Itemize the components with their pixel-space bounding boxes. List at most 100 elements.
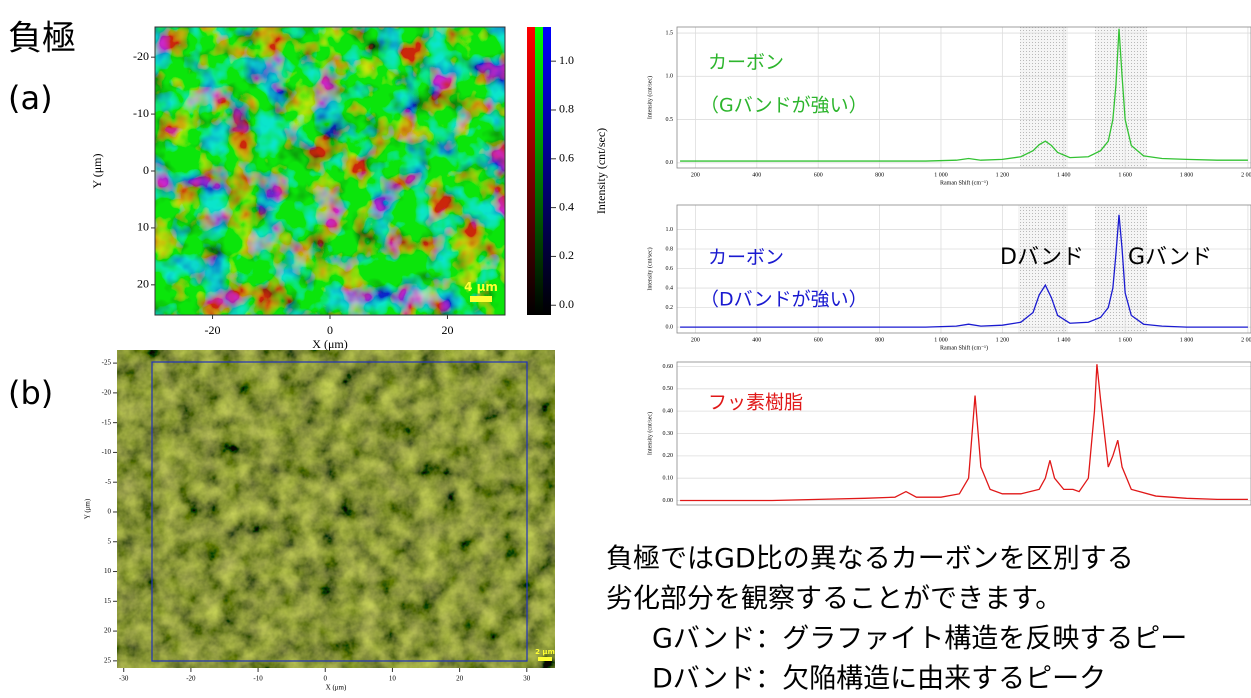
x-tick-label: 1 200 <box>996 337 1010 343</box>
x-tick-label: 1 000 <box>934 337 948 343</box>
x-tick-label: -20 <box>186 675 196 683</box>
y-tick-label: 0.0 <box>666 325 674 331</box>
y-tick-label: 0.8 <box>666 246 674 252</box>
x-tick-label: 1 600 <box>1118 337 1132 343</box>
x-tick-label: 0 <box>327 323 333 337</box>
x-axis-label: Raman Shift (cm⁻¹) <box>940 179 988 186</box>
x-tick-label: 800 <box>875 337 884 343</box>
x-tick-label: 400 <box>752 172 761 178</box>
x-tick-label: 1 000 <box>934 172 948 178</box>
y-tick-label: 1.5 <box>666 30 674 36</box>
scale-bar-label: 2 μm <box>535 648 555 656</box>
x-tick-label: 30 <box>523 675 531 683</box>
annotation: Dバンド <box>1000 245 1084 270</box>
x-tick-label: 2 000 <box>1241 337 1251 343</box>
y-tick-label: 5 <box>108 537 112 545</box>
x-tick-label: 1 400 <box>1057 337 1071 343</box>
y-tick-label: -20 <box>102 388 112 396</box>
colorbar-tick-label: 0.0 <box>559 297 574 311</box>
raman-map-texture <box>155 27 505 315</box>
band-highlight <box>1095 27 1147 168</box>
x-tick-label: 200 <box>691 172 700 178</box>
y-tick-label: 20 <box>137 277 149 291</box>
x-tick-label: -30 <box>119 675 129 683</box>
y-tick-label: 0.0 <box>666 160 674 166</box>
heading: 負極 <box>8 19 76 59</box>
x-tick-label: 1 800 <box>1180 337 1194 343</box>
y-tick-label: -20 <box>133 49 149 63</box>
y-axis-label: Intensity (cnt/sec) <box>646 412 653 455</box>
scale-bar <box>538 657 552 661</box>
x-tick-label: 600 <box>814 337 823 343</box>
x-tick-label: 20 <box>441 323 453 337</box>
colorbar <box>543 27 551 315</box>
y-tick-label: -15 <box>102 418 112 426</box>
y-tick-label: 20 <box>104 627 112 635</box>
y-tick-label: 0.50 <box>663 386 674 392</box>
y-tick-label: -10 <box>102 448 112 456</box>
x-tick-label: 1 400 <box>1057 172 1071 178</box>
annotation: （Dバンドが強い） <box>700 289 868 311</box>
x-tick-label: 1 800 <box>1180 172 1194 178</box>
y-tick-label: 10 <box>104 567 112 575</box>
x-tick-label: -10 <box>253 675 263 683</box>
x-axis-label: X (μm) <box>312 337 347 351</box>
annotation: カーボン <box>708 52 784 74</box>
x-tick-label: 600 <box>814 172 823 178</box>
x-tick-label: 1 600 <box>1118 172 1132 178</box>
y-tick-label: 0.00 <box>663 498 674 504</box>
colorbar-tick-label: 0.2 <box>559 248 574 262</box>
x-tick-label: 20 <box>456 675 464 683</box>
y-axis-label: Intensity (cnt/sec) <box>646 76 653 119</box>
x-tick-label: 800 <box>875 172 884 178</box>
y-tick-label: 0 <box>143 163 149 177</box>
annotation: （Gバンドが強い） <box>700 95 868 117</box>
panel-label: (b) <box>8 374 53 412</box>
slide: 負極 (a) (b) 負極ではGD比の異なるカーボンを区別する劣化部分を観察する… <box>0 0 1251 698</box>
scale-bar <box>470 296 492 302</box>
annotation: カーボン <box>708 247 784 269</box>
y-tick-label: 0.5 <box>666 117 674 123</box>
y-axis-label: Y (μm) <box>84 498 92 519</box>
panel-label: (a) <box>8 79 53 117</box>
annotation: フッ素樹脂 <box>708 392 803 414</box>
description-line: 劣化部分を観察することができます。 <box>606 584 1062 615</box>
colorbar <box>535 27 543 315</box>
y-tick-label: 25 <box>104 656 112 664</box>
y-tick-label: 0.6 <box>666 266 674 272</box>
description-line: Gバンド：グラファイト構造を反映するピー <box>652 624 1187 655</box>
x-axis-label: Raman Shift (cm⁻¹) <box>940 344 988 351</box>
x-tick-label: -20 <box>205 323 221 337</box>
y-tick-label: 0.60 <box>663 364 674 370</box>
y-tick-label: 0.40 <box>663 409 674 415</box>
optical-image-texture <box>117 350 555 668</box>
y-tick-label: -25 <box>102 359 112 367</box>
y-tick-label: 15 <box>104 597 112 605</box>
x-tick-label: 0 <box>324 675 328 683</box>
x-axis-label: X (μm) <box>326 684 347 692</box>
x-tick-label: 1 200 <box>996 172 1010 178</box>
y-tick-label: 0.4 <box>666 285 674 291</box>
description-line: 負極ではGD比の異なるカーボンを区別する <box>606 544 1134 575</box>
scale-bar-label: 4 μm <box>464 280 498 294</box>
annotation: Gバンド <box>1128 245 1212 270</box>
x-tick-label: 2 000 <box>1241 172 1251 178</box>
y-tick-label: -10 <box>133 106 149 120</box>
spectrum-line <box>680 364 1248 500</box>
x-tick-label: 400 <box>752 337 761 343</box>
y-axis-label: Intensity (cnt/sec) <box>646 247 653 290</box>
y-tick-label: 0.10 <box>663 476 674 482</box>
colorbar-tick-label: 1.0 <box>559 53 574 67</box>
y-tick-label: -5 <box>105 478 111 486</box>
colorbar-tick-label: 0.8 <box>559 102 574 116</box>
y-tick-label: 1.0 <box>666 74 674 80</box>
y-tick-label: 1.0 <box>666 227 674 233</box>
description-line: Dバンド：欠陥構造に由来するピーク <box>652 664 1106 695</box>
y-tick-label: 0.30 <box>663 431 674 437</box>
colorbar-tick-label: 0.4 <box>559 199 574 213</box>
colorbar-tick-label: 0.6 <box>559 151 574 165</box>
x-tick-label: 200 <box>691 337 700 343</box>
y-tick-label: 0.20 <box>663 453 674 459</box>
colorbar-label: Intensity (cnt/sec) <box>594 128 608 214</box>
